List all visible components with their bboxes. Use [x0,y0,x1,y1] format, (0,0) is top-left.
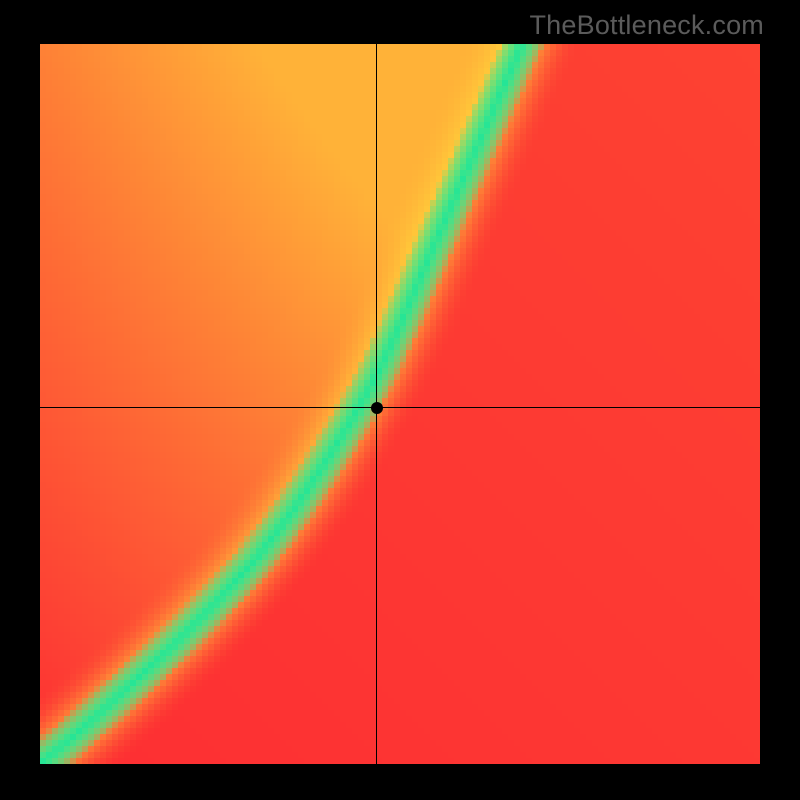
crosshair-horizontal [40,407,760,408]
watermark-text: TheBottleneck.com [529,10,764,41]
bottleneck-heatmap [40,44,760,764]
plot-frame [40,44,760,764]
selection-marker [371,402,383,414]
